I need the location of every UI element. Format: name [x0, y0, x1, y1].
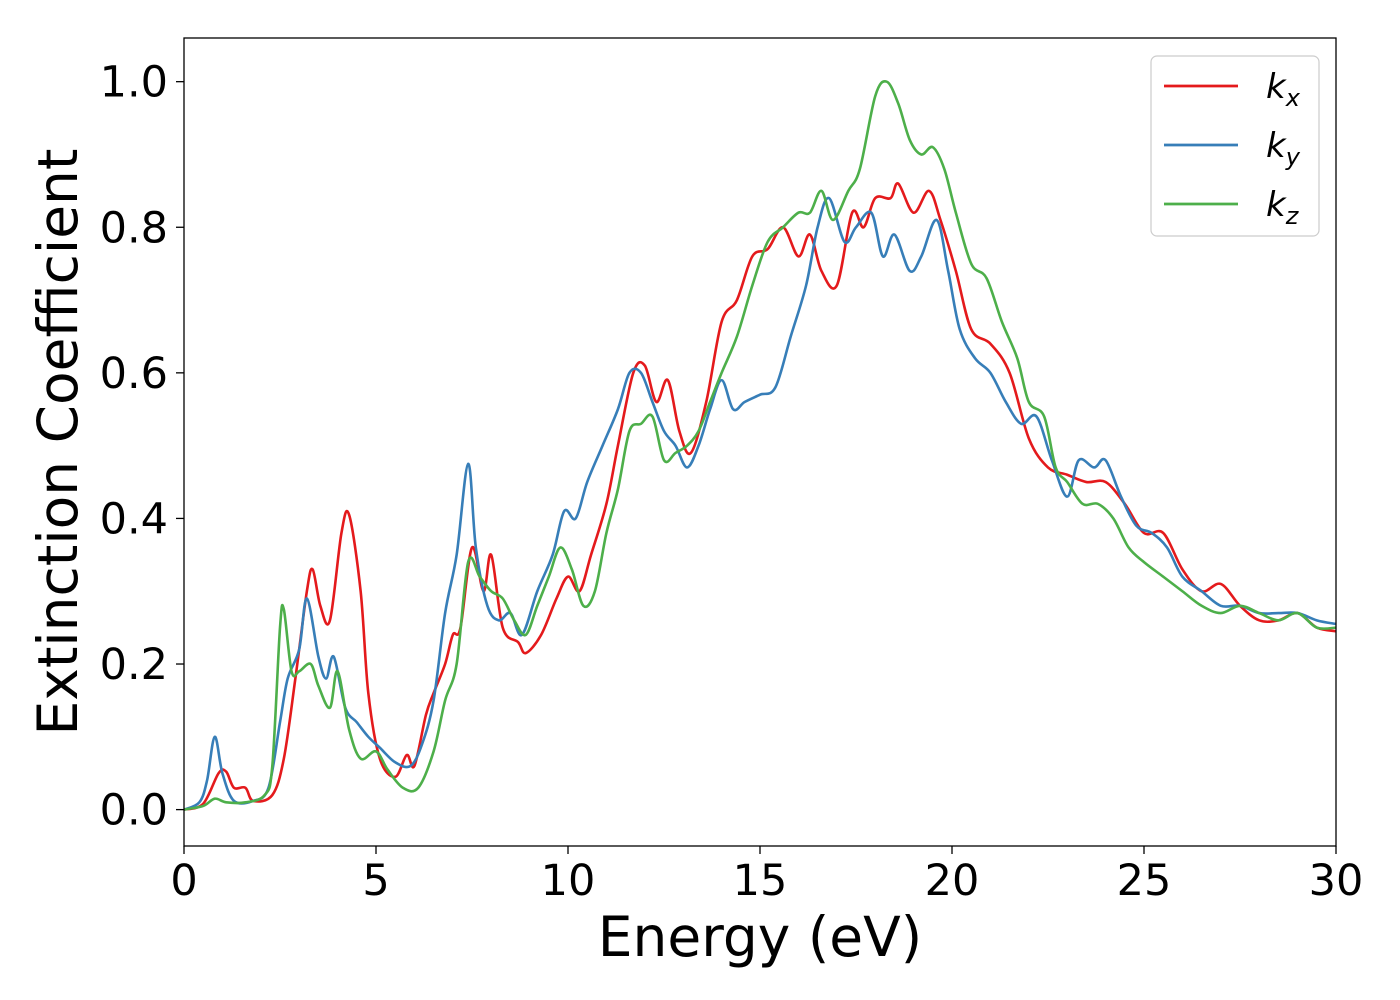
x-tick-label: 0 — [170, 856, 197, 906]
x-tick-label: 30 — [1309, 856, 1364, 906]
x-axis-label: Energy (eV) — [598, 905, 922, 969]
series-line-k-z — [184, 80, 1336, 811]
y-tick-label: 0.0 — [100, 786, 168, 836]
legend: kx ky kz — [1150, 55, 1320, 237]
y-axis: 0.0 0.2 0.4 0.6 0.8 1.0 — [100, 58, 184, 836]
y-tick-label: 1.0 — [100, 58, 168, 108]
x-tick-label: 10 — [541, 856, 596, 906]
y-tick-label: 0.4 — [100, 494, 168, 544]
x-tick-label: 5 — [362, 856, 389, 906]
legend-label-k-x: kx — [1266, 67, 1301, 112]
x-axis: 0 5 10 15 20 25 30 — [170, 846, 1363, 906]
series-line-k-x — [184, 182, 1336, 811]
y-tick-label: 0.8 — [100, 203, 168, 253]
y-tick-label: 0.6 — [100, 349, 168, 399]
series-layer — [184, 80, 1336, 811]
x-tick-label: 20 — [925, 856, 980, 906]
y-axis-label: Extinction Coefficient — [26, 149, 90, 736]
x-tick-label: 25 — [1117, 856, 1172, 906]
x-tick-label: 15 — [733, 856, 788, 906]
legend-label-k-z: kz — [1266, 185, 1300, 230]
y-tick-label: 0.2 — [100, 640, 168, 690]
legend-label-k-y: ky — [1266, 126, 1301, 171]
